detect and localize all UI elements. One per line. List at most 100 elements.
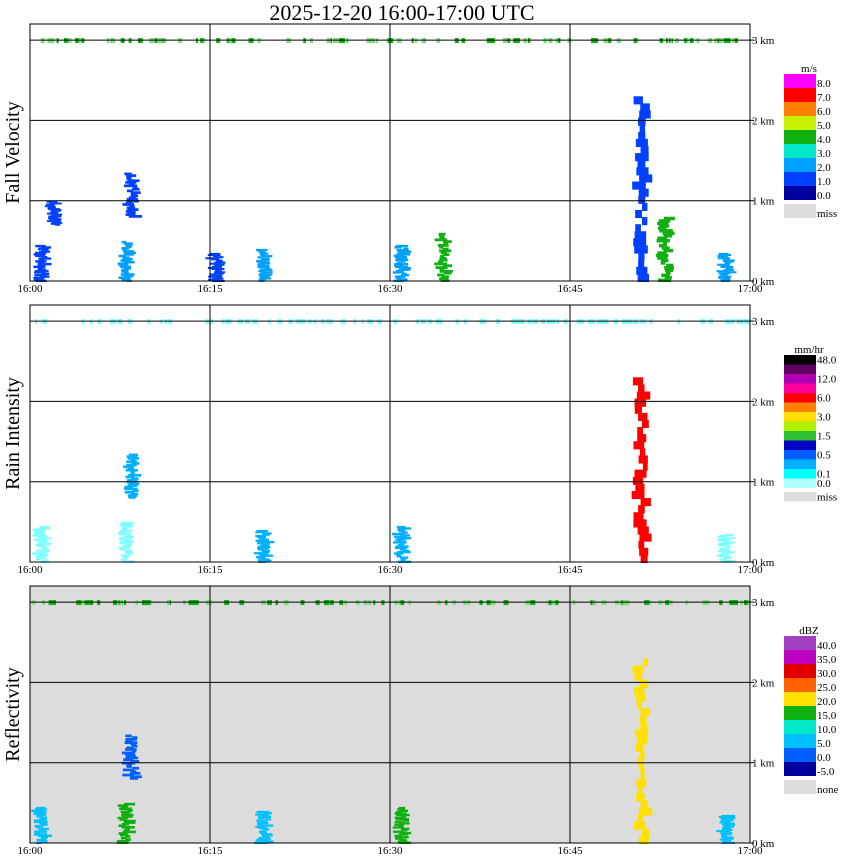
echo-cell bbox=[36, 539, 46, 543]
echo-cell bbox=[717, 543, 730, 546]
echo-cell bbox=[639, 547, 649, 556]
echo-cell bbox=[723, 537, 736, 540]
echo-cell bbox=[638, 835, 649, 844]
echo-cell bbox=[126, 463, 137, 467]
echo-cell bbox=[397, 527, 412, 530]
echo-cell bbox=[721, 836, 734, 839]
echo-cell bbox=[663, 248, 674, 253]
legend-swatch bbox=[784, 158, 816, 172]
echo-cell bbox=[658, 226, 667, 231]
legend-swatch bbox=[784, 450, 816, 460]
echo-cell bbox=[717, 257, 731, 260]
echo-cell bbox=[719, 821, 729, 824]
legend-label: 40.0 bbox=[817, 640, 837, 652]
legend-label: 0.0 bbox=[817, 752, 831, 764]
echo-cell bbox=[639, 715, 647, 724]
echo-cell bbox=[657, 236, 668, 240]
echo-cell bbox=[37, 556, 47, 559]
echo-cell bbox=[723, 828, 733, 832]
echo-cell bbox=[718, 538, 730, 541]
legend-label: 48.0 bbox=[817, 355, 837, 367]
echo-cell bbox=[638, 259, 645, 268]
panel-rain_intensity: 16:00 16:15 16:30 16:45 17:000 km 1 km 2 km 3 k… bbox=[2, 304, 837, 576]
echo-cell bbox=[126, 765, 132, 768]
echo-cell bbox=[636, 391, 651, 400]
echo-cell bbox=[635, 729, 648, 738]
legend-swatch bbox=[784, 678, 816, 692]
echo-cell bbox=[396, 553, 401, 557]
echo-cell bbox=[128, 482, 140, 486]
echo-cell bbox=[41, 816, 47, 819]
echo-cell bbox=[124, 260, 135, 264]
echo-cell bbox=[39, 250, 51, 253]
echo-cell bbox=[123, 267, 132, 270]
echo-cell bbox=[639, 124, 646, 133]
legend-unit: dBZ bbox=[799, 625, 819, 637]
echo-cell bbox=[632, 181, 646, 190]
echo-cell bbox=[721, 814, 736, 817]
echo-cell bbox=[716, 554, 728, 557]
echo-cell bbox=[207, 253, 221, 257]
legend-label: 3.0 bbox=[817, 412, 831, 424]
legend-swatch bbox=[784, 748, 816, 762]
echo-cell bbox=[125, 734, 132, 738]
echo-cell bbox=[438, 232, 446, 236]
echo-cell bbox=[127, 456, 139, 460]
legend-label: 2.0 bbox=[817, 162, 831, 174]
echo-cell bbox=[634, 672, 643, 681]
echo-cell bbox=[400, 548, 405, 551]
echo-cell bbox=[124, 251, 136, 255]
echo-cell bbox=[41, 837, 47, 840]
echo-cell bbox=[41, 255, 48, 259]
echo-cell bbox=[257, 547, 269, 550]
legend-unit: m/s bbox=[801, 63, 817, 75]
echo-cell bbox=[130, 472, 135, 475]
legend-label: miss bbox=[817, 492, 837, 504]
echo-cell bbox=[122, 773, 134, 777]
echo-cell bbox=[260, 824, 274, 827]
echo-cell bbox=[257, 838, 271, 841]
echo-cell bbox=[636, 693, 646, 702]
echo-cell bbox=[265, 267, 271, 270]
echo-cell bbox=[120, 554, 130, 557]
echo-cell bbox=[401, 260, 406, 263]
echo-cell bbox=[209, 262, 222, 265]
echo-cell bbox=[125, 243, 133, 247]
echo-cell bbox=[125, 213, 136, 217]
echo-cell bbox=[255, 534, 267, 538]
echo-cell bbox=[723, 546, 730, 549]
echo-cell bbox=[394, 246, 402, 249]
echo-cell bbox=[126, 198, 138, 201]
echo-cell bbox=[35, 543, 44, 547]
echo-cell bbox=[126, 460, 137, 464]
echo-cell bbox=[721, 834, 727, 837]
echo-cell bbox=[127, 484, 138, 487]
echo-cell bbox=[725, 549, 731, 552]
legend-swatch bbox=[784, 692, 816, 706]
echo-cell bbox=[119, 529, 133, 533]
echo-cell bbox=[641, 419, 649, 429]
echo-cell bbox=[260, 544, 269, 547]
echo-cell bbox=[639, 110, 651, 119]
echo-cell bbox=[42, 550, 47, 554]
echo-cell bbox=[121, 813, 134, 817]
echo-cell bbox=[720, 256, 729, 259]
echo-cell bbox=[394, 820, 403, 824]
echo-cell bbox=[130, 458, 136, 462]
legend-swatch bbox=[784, 664, 816, 678]
echo-cell bbox=[210, 258, 220, 261]
echo-cell bbox=[120, 810, 131, 814]
echo-cell bbox=[127, 552, 132, 556]
echo-cell bbox=[723, 269, 735, 272]
echo-cell bbox=[634, 398, 647, 407]
legend-label: 30.0 bbox=[817, 668, 837, 680]
echo-cell bbox=[397, 808, 405, 811]
echo-cell bbox=[33, 833, 48, 836]
echo-cell bbox=[129, 204, 135, 208]
echo-cell bbox=[638, 117, 646, 126]
echo-cell bbox=[126, 763, 133, 767]
echo-cell bbox=[119, 523, 132, 526]
echo-cell bbox=[125, 838, 132, 841]
echo-cell bbox=[40, 525, 51, 529]
